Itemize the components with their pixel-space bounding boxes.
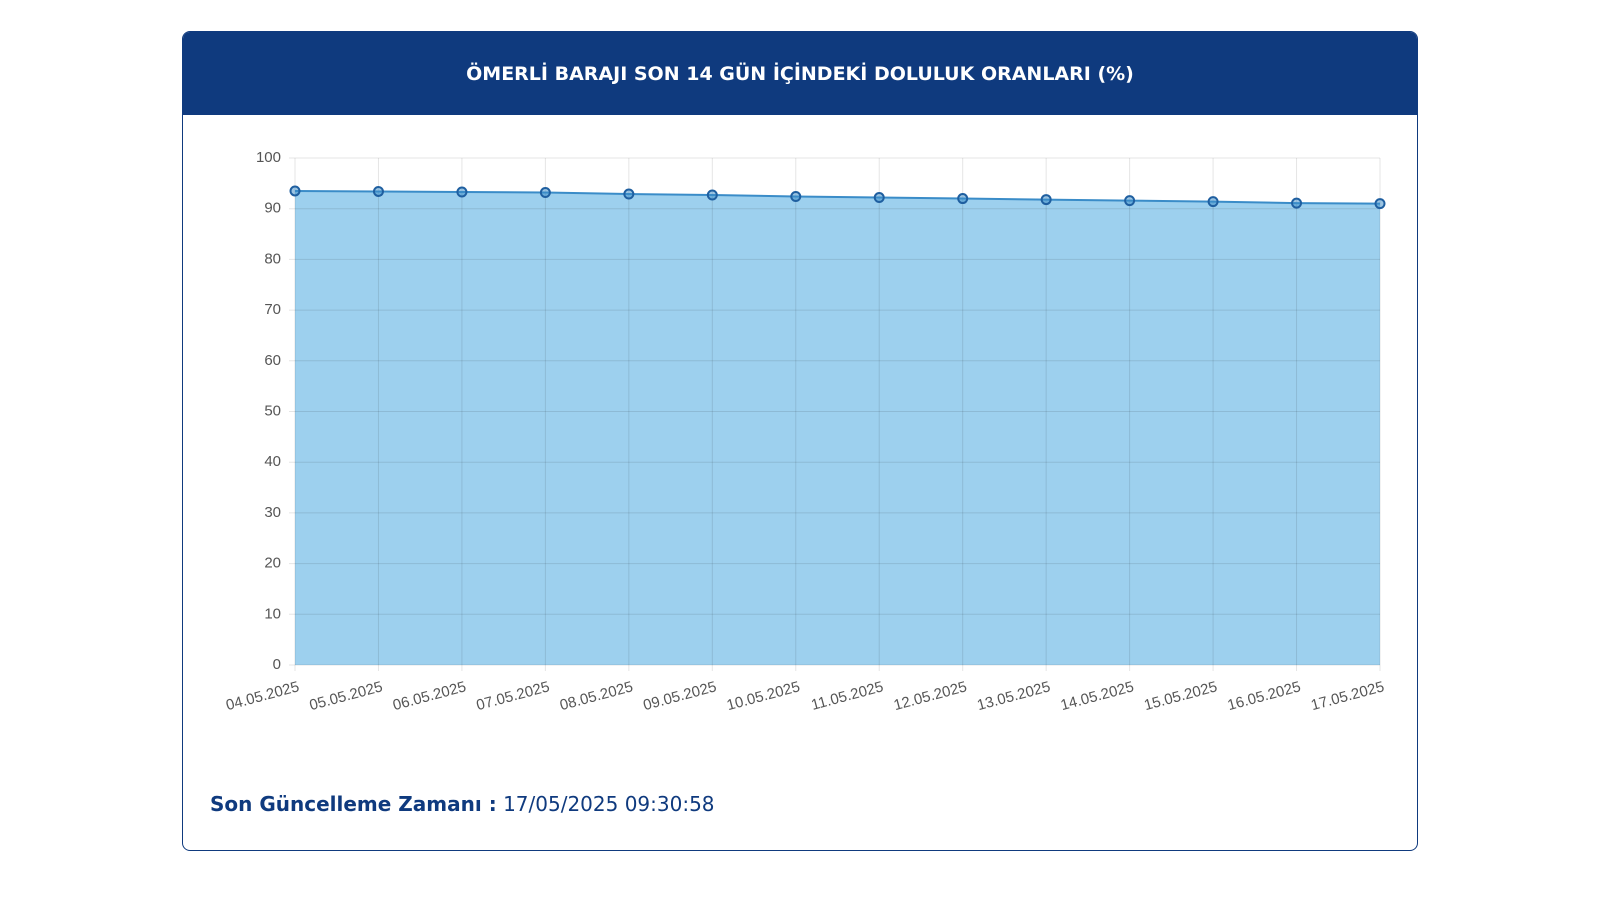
area — [295, 190, 1380, 665]
point — [873, 192, 885, 204]
x-tick-label: 06.05.2025 — [391, 678, 468, 714]
y-tick-label: 20 — [264, 555, 281, 572]
point — [1374, 198, 1386, 210]
point — [790, 191, 802, 203]
x-tick-label: 05.05.2025 — [308, 678, 385, 714]
y-tick-label: 40 — [264, 453, 281, 470]
x-tick-label: 11.05.2025 — [809, 678, 885, 714]
y-tick-label: 80 — [264, 250, 281, 267]
line — [294, 189, 1381, 205]
y-tick-label: 10 — [264, 605, 281, 622]
point — [1124, 195, 1136, 207]
footer-label: Son Güncelleme Zamanı : — [210, 792, 497, 816]
point — [1291, 197, 1303, 209]
footer: Son Güncelleme Zamanı : 17/05/2025 09:30… — [210, 792, 715, 816]
x-tick-label: 08.05.2025 — [558, 678, 635, 714]
chart: 0 10 20 30 40 50 60 70 80 90 100 04.05.2025 05.05.20… — [224, 149, 1386, 714]
x-tick-label: 07.05.2025 — [475, 678, 552, 714]
point — [1040, 194, 1052, 206]
y-tick-label: 30 — [264, 504, 281, 521]
chart-card: ÖMERLİ BARAJI SON 14 GÜN İÇİNDEKİ DOLULU… — [182, 31, 1418, 851]
x-tick-label: 10.05.2025 — [725, 678, 802, 714]
point — [1207, 196, 1219, 208]
x-tick-label: 16.05.2025 — [1226, 678, 1303, 714]
point — [957, 193, 969, 205]
y-tick-label: 100 — [256, 149, 281, 166]
point — [706, 189, 718, 201]
footer-value: 17/05/2025 09:30:58 — [503, 792, 715, 816]
x-tick-label: 04.05.2025 — [224, 678, 301, 714]
y-tick-label: 0 — [273, 656, 281, 673]
x-tick-label: 17.05.2025 — [1309, 678, 1386, 714]
chart-title: ÖMERLİ BARAJI SON 14 GÜN İÇİNDEKİ DOLULU… — [183, 32, 1417, 115]
y-tick-label: 90 — [264, 200, 281, 217]
y-tick-label: 60 — [264, 352, 281, 369]
point — [623, 188, 635, 200]
point — [372, 185, 384, 197]
x-tick-label: 12.05.2025 — [892, 678, 969, 714]
point — [289, 185, 301, 197]
x-tick-label: 14.05.2025 — [1059, 678, 1136, 714]
point — [539, 186, 551, 198]
y-tick-label: 50 — [264, 402, 281, 419]
x-tick-label: 13.05.2025 — [975, 678, 1052, 714]
x-tick-label: 15.05.2025 — [1142, 678, 1219, 714]
x-tick-label: 09.05.2025 — [641, 678, 718, 714]
point — [456, 186, 468, 198]
y-tick-label: 70 — [264, 301, 281, 318]
